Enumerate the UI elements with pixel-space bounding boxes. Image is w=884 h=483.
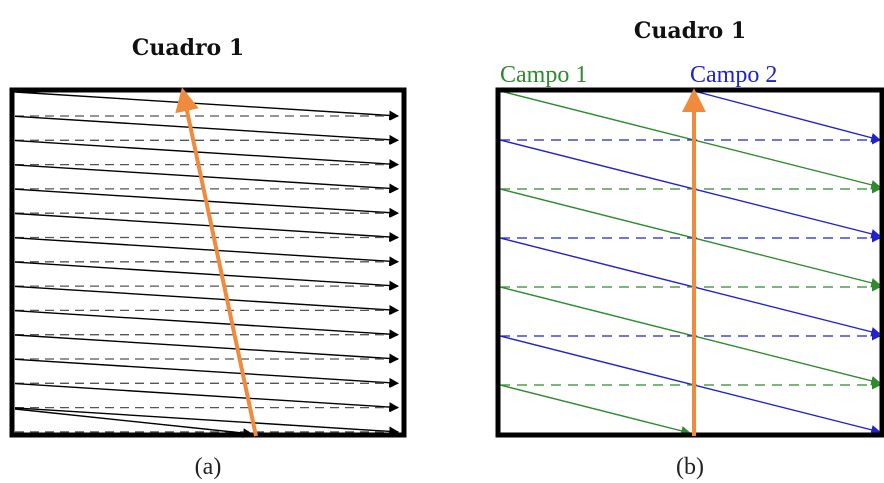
figure-a: Cuadro 1 (a): [9, 35, 407, 480]
figure-b: Cuadro 1 Campo 1 Campo 2 (b): [495, 18, 884, 480]
scan-line: [14, 91, 399, 121]
field-1-scan-line: [499, 384, 691, 436]
interlaced-scan-lines: [499, 90, 881, 436]
scan-line: [14, 407, 399, 437]
field-2-scan-line: [499, 237, 881, 337]
scan-line: [14, 285, 399, 315]
scan-line: [14, 382, 399, 412]
scan-line: [14, 212, 399, 242]
scan-line: [14, 237, 399, 267]
figure-b-caption: (b): [676, 454, 704, 480]
field-2-scan-line: [499, 335, 881, 435]
figure-a-frame: [9, 87, 407, 438]
field-1-scan-line: [499, 188, 881, 288]
scan-line: [14, 358, 399, 388]
scan-line: [14, 334, 399, 364]
scan-line: [14, 261, 399, 291]
field-2-scan-line: [693, 90, 881, 143]
field-1-scan-line: [499, 286, 881, 386]
figure-a-title: Cuadro 1: [132, 35, 244, 61]
field-2-scan-line: [499, 139, 881, 239]
scan-line: [14, 115, 399, 145]
field-1-scan-line: [499, 90, 881, 190]
vertical-retrace-arrow-a: [175, 87, 258, 437]
field-2-label: Campo 2: [690, 62, 777, 88]
figure-b-title: Cuadro 1: [634, 18, 746, 44]
scan-line: [14, 408, 253, 438]
figure-a-caption: (a): [195, 454, 222, 480]
progressive-scan-lines: [14, 91, 399, 438]
field-1-label: Campo 1: [500, 62, 587, 88]
figure-b-frame: [495, 87, 884, 438]
scan-line: [14, 310, 399, 340]
scan-line: [14, 139, 399, 169]
scan-line: [14, 164, 399, 194]
